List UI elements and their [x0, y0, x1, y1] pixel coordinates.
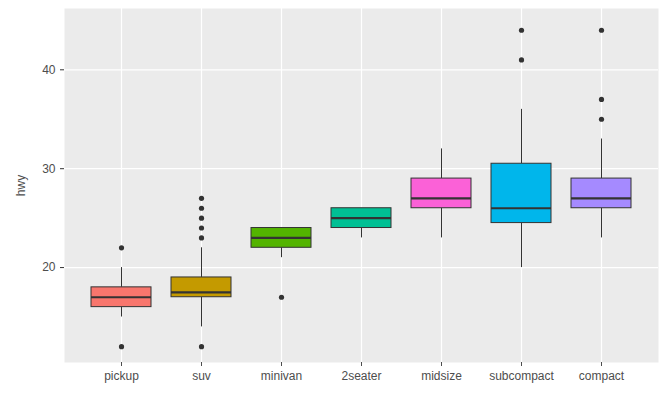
svg-text:40: 40: [42, 63, 56, 77]
svg-text:pickup: pickup: [104, 369, 139, 383]
svg-text:suv: suv: [192, 369, 211, 383]
svg-text:compact: compact: [579, 369, 625, 383]
svg-text:30: 30: [42, 162, 56, 176]
svg-text:subcompact: subcompact: [489, 369, 554, 383]
svg-text:midsize: midsize: [421, 369, 462, 383]
svg-text:2seater: 2seater: [341, 369, 381, 383]
svg-text:20: 20: [42, 260, 56, 274]
svg-text:minivan: minivan: [261, 369, 302, 383]
svg-text:hwy: hwy: [14, 175, 28, 196]
